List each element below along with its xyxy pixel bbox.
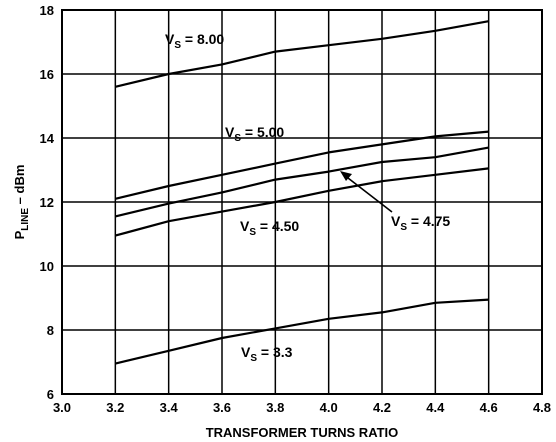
- series-line-v-s-8-00: [115, 20, 489, 88]
- y-tick-label: 14: [40, 131, 55, 146]
- series-label-vs-4-5: VS = 4.50: [240, 218, 299, 238]
- y-axis-title: PLINE – dBm: [12, 165, 31, 240]
- x-tick-label: 3.6: [213, 400, 231, 415]
- series-line-v-s-3-3: [115, 298, 489, 365]
- series-line-v-s-4-50: [115, 167, 489, 237]
- x-tick-label: 4.2: [373, 400, 391, 415]
- x-tick-labels: 3.0 3.2 3.4 3.6 3.8 4.0 4.2 4.4 4.6 4.8: [53, 400, 551, 415]
- y-tick-label: 12: [40, 195, 54, 210]
- y-tick-label: 16: [40, 67, 54, 82]
- x-tick-label: 3.0: [53, 400, 71, 415]
- x-tick-label: 4.4: [426, 400, 445, 415]
- series-label-vs-8: VS = 8.00: [165, 31, 224, 51]
- x-tick-label: 4.0: [320, 400, 338, 415]
- series-label-vs-4-75: VS = 4.75: [391, 213, 450, 233]
- y-tick-label: 18: [40, 3, 54, 18]
- x-tick-label: 4.6: [480, 400, 498, 415]
- x-tick-label: 3.8: [266, 400, 284, 415]
- series-lines: [115, 20, 489, 365]
- x-tick-label: 3.2: [106, 400, 124, 415]
- plot-frame: [61, 9, 543, 395]
- series-label-vs-5: VS = 5.00: [225, 124, 284, 144]
- y-tick-label: 8: [47, 323, 54, 338]
- series-line-v-s-5-00: [115, 130, 489, 200]
- x-tick-label: 3.4: [160, 400, 179, 415]
- series-labels: VS = 8.00 VS = 5.00 VS = 4.75 VS = 4.50 …: [165, 31, 450, 364]
- x-axis-title: TRANSFORMER TURNS RATIO: [206, 425, 399, 440]
- series-label-vs-3-3: VS = 3.3: [241, 344, 293, 364]
- x-tick-label: 4.8: [533, 400, 551, 415]
- y-tick-label: 6: [47, 387, 54, 402]
- grid: [62, 10, 542, 394]
- y-tick-labels: 6 8 10 12 14 16 18: [40, 3, 55, 402]
- series-line-v-s-4-75: [115, 146, 489, 218]
- y-tick-label: 10: [40, 259, 54, 274]
- arrow-pointer-vs-4-75: [340, 171, 393, 213]
